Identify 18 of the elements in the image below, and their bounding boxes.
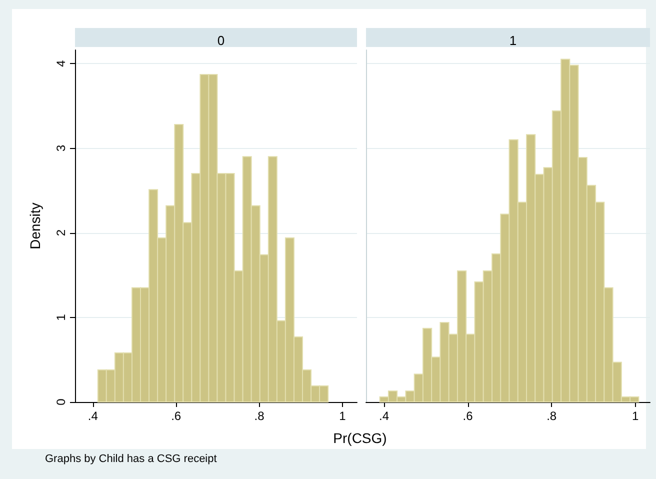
y-tick-label: 3 <box>54 144 68 152</box>
x-tick-label: .8 <box>546 409 557 423</box>
y-tick-label: 4 <box>54 60 68 67</box>
y-axis-title: Density <box>27 202 43 250</box>
y-tick-label: 2 <box>54 229 68 236</box>
chart-title: 1 <box>509 33 517 48</box>
y-tick-label: 0 <box>54 398 68 406</box>
y-tick-label: 1 <box>54 314 68 321</box>
x-tick-label: 1 <box>339 409 346 423</box>
x-tick-label: .6 <box>462 409 474 423</box>
text: Graphs by Child has a CSG receipt <box>45 453 217 465</box>
x-axis-title: Pr(CSG) <box>333 430 387 446</box>
chart-title: 0 <box>217 33 225 48</box>
x-tick-label: 1 <box>632 409 639 423</box>
x-tick-label: .6 <box>171 409 182 423</box>
x-tick-label: .8 <box>254 409 265 423</box>
x-tick-label: .4 <box>379 409 390 423</box>
x-tick-label: .4 <box>88 409 98 423</box>
